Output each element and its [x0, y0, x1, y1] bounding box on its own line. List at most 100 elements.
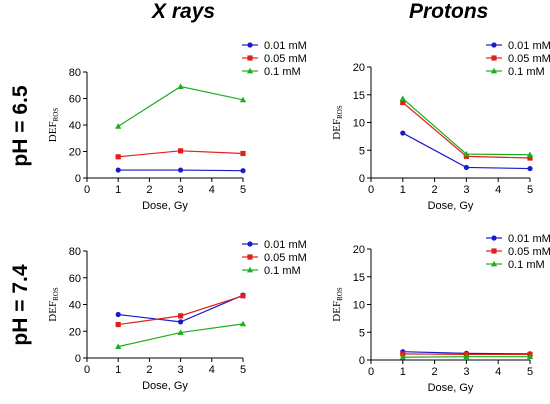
y-tick-label: 20	[69, 326, 81, 338]
legend-label: 0.05 mM	[508, 246, 550, 258]
legend-swatch-marker	[247, 254, 253, 260]
legend-label: 0.05 mM	[508, 53, 550, 65]
x-tick-label: 3	[463, 366, 469, 378]
y-tick-label: 10	[353, 118, 365, 130]
x-axis-label: Dose, Gy	[142, 200, 188, 212]
y-tick-label: 20	[69, 147, 81, 159]
data-point	[526, 151, 534, 158]
x-tick-label: 5	[527, 184, 533, 196]
y-tick-label: 0	[75, 173, 81, 185]
data-point	[463, 164, 469, 171]
x-tick-label: 0	[84, 364, 90, 376]
x-axis-label: Dose, Gy	[428, 200, 474, 212]
x-tick-label: 3	[463, 184, 469, 196]
x-tick-label: 3	[178, 184, 184, 196]
data-point	[463, 150, 470, 157]
legend-swatch-marker	[246, 266, 254, 273]
legend-label: 0.05 mM	[264, 53, 307, 65]
legend-label: 0.05 mM	[264, 252, 307, 264]
panel-proton-ph65: 0 1 2 3 4 5 0 5 10 15 20 Dose, Gy DEFROS 0.01 mM0.05 …	[331, 40, 550, 212]
data-point	[399, 354, 406, 360]
x-tick-label: 1	[400, 366, 406, 378]
x-tick-label: 1	[115, 364, 121, 376]
x-tick-label: 0	[368, 366, 374, 378]
data-point	[115, 343, 122, 350]
y-tick-label: 60	[69, 273, 81, 285]
series-line	[402, 132, 531, 170]
y-tick-label: 60	[69, 94, 81, 106]
legend-swatch-marker	[247, 241, 253, 247]
x-tick-label: 5	[527, 366, 533, 378]
y-axis-label-subscript: ROS	[336, 287, 344, 301]
legend-label: 0.1 mM	[264, 66, 301, 78]
x-tick-label: 2	[146, 364, 152, 376]
y-tick-label: 5	[359, 145, 365, 157]
data-point	[240, 150, 246, 157]
data-point	[115, 311, 121, 318]
x-axis-label: Dose, Gy	[428, 382, 474, 394]
data-point	[240, 168, 246, 174]
y-tick-label: 15	[353, 90, 365, 102]
x-tick-label: 2	[146, 184, 152, 196]
y-tick-label: 80	[69, 67, 81, 79]
series-line	[402, 98, 531, 156]
legend-swatch-marker	[491, 55, 497, 61]
y-tick-label: 20	[353, 244, 365, 256]
y-axis-label-subscript: ROS	[52, 287, 60, 301]
legend-label: 0.1 mM	[508, 259, 545, 271]
data-point	[239, 320, 247, 327]
series-line	[402, 102, 531, 159]
legend-label: 0.01 mM	[264, 40, 307, 52]
data-point	[526, 353, 534, 360]
data-point	[178, 167, 184, 173]
y-axis-label-main: DEF	[47, 121, 59, 142]
x-tick-label: 1	[115, 184, 121, 196]
data-point	[178, 313, 184, 319]
y-tick-label: 5	[359, 327, 365, 339]
x-tick-label: 2	[432, 366, 438, 378]
x-tick-label: 4	[495, 366, 501, 378]
legend-swatch-marker	[491, 42, 497, 48]
x-tick-label: 0	[368, 184, 374, 196]
data-point	[115, 123, 122, 129]
data-point	[115, 154, 121, 160]
y-axis-label: DEFROS	[47, 287, 60, 322]
panel-proton-ph74: 0 1 2 3 4 5 0 5 10 15 20 Dose, Gy DEFROS 0.01 mM0.05 …	[331, 233, 550, 394]
data-point	[527, 155, 533, 161]
x-tick-label: 1	[400, 184, 406, 196]
data-point	[399, 95, 406, 102]
legend-swatch-marker	[247, 55, 253, 61]
y-axis-label-main: DEF	[331, 119, 343, 140]
x-tick-label: 4	[209, 364, 215, 376]
panel-xray-ph65: 0 1 2 3 4 5 0 20 40 60 80 Dose, Gy DEFROS 0.01 mM0.05…	[47, 40, 307, 212]
y-tick-label: 40	[69, 120, 81, 132]
y-axis-label-subscript: ROS	[52, 108, 60, 122]
legend-swatch-marker	[491, 248, 497, 254]
panel-xray-ph74: 0 1 2 3 4 5 0 20 40 60 80 Dose, Gy DEFROS 0.01 mM0.05…	[47, 239, 307, 392]
legend-swatch-marker	[490, 67, 498, 74]
data-point	[178, 319, 184, 325]
legend-label: 0.01 mM	[264, 239, 307, 251]
y-axis-label-main: DEF	[47, 301, 59, 322]
x-tick-label: 4	[495, 184, 501, 196]
y-axis-label-subscript: ROS	[336, 105, 344, 119]
y-tick-label: 40	[69, 300, 81, 312]
column-title-protons: Protons	[409, 0, 489, 23]
y-tick-label: 20	[353, 62, 365, 74]
x-tick-label: 3	[178, 364, 184, 376]
legend-label: 0.01 mM	[508, 233, 550, 245]
data-point	[115, 167, 121, 173]
legend-swatch-marker	[491, 235, 497, 241]
series-line	[118, 323, 244, 348]
legend-swatch-marker	[247, 42, 253, 48]
y-axis-label: DEFROS	[47, 108, 60, 143]
y-axis-label: DEFROS	[331, 287, 344, 322]
y-tick-label: 0	[75, 353, 81, 365]
x-axis-label: Dose, Gy	[142, 380, 188, 392]
y-axis-label-main: DEF	[331, 301, 343, 322]
x-tick-label: 5	[240, 184, 246, 196]
y-tick-label: 10	[353, 300, 365, 312]
y-tick-label: 80	[69, 246, 81, 258]
data-point	[177, 83, 184, 89]
